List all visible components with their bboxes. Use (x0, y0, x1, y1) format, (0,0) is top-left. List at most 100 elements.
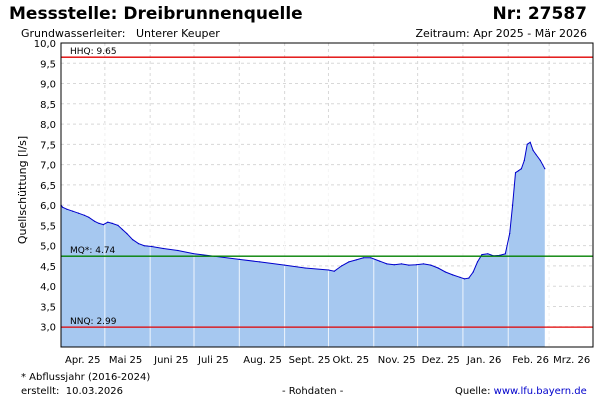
period-text: Zeitraum: Apr 2025 - Mär 2026 (415, 27, 587, 40)
y-tick-label: 8,0 (40, 120, 56, 131)
data-point (151, 245, 153, 248)
data-point (514, 172, 517, 174)
data-point (94, 220, 96, 222)
x-tick-label: Okt. 25 (332, 355, 369, 366)
y-tick-label: 10,0 (34, 39, 56, 50)
data-point (535, 153, 537, 156)
station-title: Messstelle: Dreibrunnenquelle (9, 4, 303, 24)
data-point (472, 271, 474, 273)
data-point (539, 159, 542, 162)
y-tick-label: 9,0 (40, 80, 56, 91)
source-info: Quelle: www.lfu.bayern.de (455, 386, 587, 397)
data-point (111, 222, 113, 224)
data-point (77, 212, 80, 214)
data-point (327, 269, 330, 271)
created-date: 10.03.2026 (65, 386, 124, 397)
y-tick-label: 4,5 (40, 262, 56, 273)
data-point (72, 210, 74, 212)
aquifer-label: Grundwasserleiter: (21, 27, 126, 40)
data-status: - Rohdaten - (282, 386, 344, 397)
x-tick-label: Apr. 25 (65, 355, 100, 366)
x-tick-label: Aug. 25 (243, 355, 282, 366)
data-point (481, 254, 483, 256)
data-point (348, 261, 350, 263)
aquifer-value: Unterer Keuper (135, 27, 220, 40)
data-point (444, 271, 446, 273)
x-tick-label: Dez. 25 (422, 355, 460, 366)
y-tick-label: 6,5 (40, 181, 56, 192)
data-point (177, 249, 179, 252)
data-point (102, 224, 104, 226)
source-label: Quelle: (455, 386, 491, 397)
data-point (393, 264, 395, 266)
data-point (284, 264, 286, 266)
y-tick-label: 3,5 (40, 302, 56, 313)
created-info: erstellt: 10.03.2026 (21, 386, 123, 397)
y-tick-label: 4,0 (40, 282, 56, 293)
x-tick-label: Nov. 25 (378, 355, 416, 366)
data-point (468, 277, 470, 279)
y-tick-label: 7,0 (40, 161, 56, 172)
x-tick-label: Juni 25 (153, 355, 188, 366)
data-point (333, 270, 335, 272)
source-link[interactable]: www.lfu.bayern.de (493, 386, 587, 397)
data-point (487, 253, 489, 255)
data-point (132, 239, 134, 241)
data-point (355, 259, 357, 261)
reference-label: MQ*: 4.74 (70, 246, 116, 256)
data-point (520, 168, 523, 170)
data-point (193, 253, 195, 255)
data-point (509, 232, 511, 235)
data-point (362, 257, 365, 259)
data-point (61, 206, 64, 208)
data-point (532, 149, 534, 151)
footnote-runoff-year: * Abflussjahr (2016-2024) (21, 372, 151, 383)
data-point (476, 261, 479, 263)
x-tick-label: Juli 25 (197, 355, 229, 366)
data-point (238, 258, 240, 260)
reference-label: HHQ: 9.65 (70, 47, 117, 57)
data-point (422, 263, 425, 265)
y-axis-label: Quellschüttung [l/s] (16, 136, 29, 244)
data-point (463, 278, 465, 280)
x-tick-label: Mrz. 26 (553, 355, 590, 366)
data-point (400, 263, 403, 265)
data-point (523, 159, 525, 162)
data-point (437, 267, 439, 269)
data-point (162, 247, 164, 250)
data-point (137, 243, 140, 245)
data-point (121, 228, 123, 231)
y-tick-label: 5,5 (40, 221, 56, 232)
data-point (259, 261, 261, 263)
x-tick-label: Jan. 26 (466, 355, 502, 366)
y-tick-label: 8,5 (40, 100, 56, 111)
aquifer-info: Grundwasserleiter: Unterer Keuper (21, 27, 220, 40)
created-label: erstellt: (21, 386, 60, 397)
x-tick-label: Mai 25 (109, 355, 142, 366)
data-point (370, 257, 372, 259)
data-point (415, 264, 417, 266)
y-tick-label: 9,5 (40, 59, 56, 70)
data-point (459, 276, 461, 278)
data-point (544, 168, 546, 170)
data-point (504, 253, 506, 255)
station-number: Nr: 27587 (492, 4, 587, 24)
data-point (143, 245, 145, 247)
data-point (304, 267, 306, 269)
plot-frame (60, 42, 594, 348)
data-point (379, 260, 381, 262)
data-point (386, 263, 388, 265)
data-point (88, 216, 90, 218)
x-tick-label: Feb. 26 (512, 355, 549, 366)
data-point (529, 141, 531, 143)
reference-label: NNQ: 2.99 (70, 317, 117, 327)
discharge-area (61, 142, 545, 347)
data-point (408, 264, 410, 266)
data-point (107, 221, 109, 223)
data-point (126, 232, 128, 235)
data-point (517, 170, 520, 172)
data-point (526, 143, 528, 145)
data-point (341, 265, 343, 267)
y-tick-label: 6,0 (40, 201, 56, 212)
